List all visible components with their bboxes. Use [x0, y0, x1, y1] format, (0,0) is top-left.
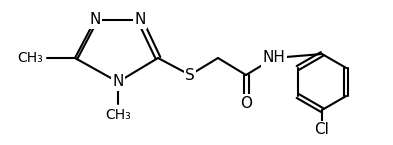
Text: Cl: Cl — [314, 123, 329, 137]
Text: N: N — [112, 75, 124, 89]
Text: CH₃: CH₃ — [17, 51, 43, 65]
Text: CH₃: CH₃ — [105, 108, 131, 122]
Text: N: N — [134, 12, 146, 28]
Text: N: N — [89, 12, 101, 28]
Text: NH: NH — [263, 50, 285, 66]
Text: O: O — [240, 96, 252, 110]
Text: S: S — [185, 68, 195, 83]
